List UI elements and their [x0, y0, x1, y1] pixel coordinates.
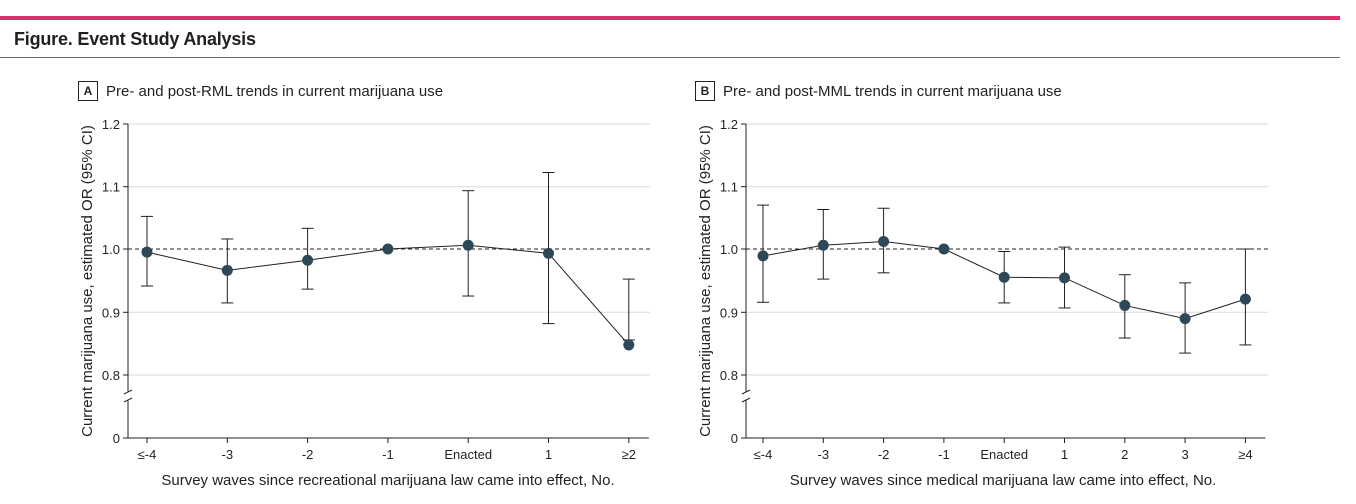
panel-b-axis-break-mark — [741, 397, 751, 403]
figure-title: Figure. Event Study Analysis — [14, 29, 256, 49]
panel-b-x-tick-label: ≤-4 — [754, 447, 773, 462]
panel-a-x-tick-label: 1 — [545, 447, 552, 462]
panel-a-y-tick-label: 0 — [113, 431, 120, 446]
panel-a-data-point — [462, 239, 474, 251]
panel-a-x-tick-label: -1 — [382, 447, 394, 462]
panel-a-data-point — [382, 243, 394, 255]
panel-a-data-point — [543, 247, 554, 259]
panel-b-x-tick-label: 2 — [1121, 447, 1128, 462]
panel-a-y-tick-label: 1.0 — [102, 242, 120, 257]
panel-b-y-tick-label: 1.2 — [720, 117, 738, 132]
panel-a-y-tick-label: 0.8 — [102, 368, 120, 383]
panel-b-data-point — [1119, 299, 1131, 311]
title-divider — [0, 57, 1340, 58]
panel-b-header: B Pre- and post-MML trends in current ma… — [695, 81, 1062, 101]
panel-a-y-axis-title: Current marijuana use, estimated OR (95%… — [79, 125, 96, 437]
panel-a-x-tick-label: ≤-4 — [138, 447, 157, 462]
panel-b-axis-break-mark — [741, 389, 751, 395]
panel-b-y-tick-label: 1.0 — [720, 242, 738, 257]
panel-a-data-point — [302, 254, 314, 266]
panel-b-data-point — [938, 243, 950, 255]
panel-a-header: A Pre- and post-RML trends in current ma… — [78, 81, 443, 101]
panel-b-x-tick-label: -3 — [818, 447, 830, 462]
panel-b-data-point — [1179, 313, 1191, 325]
panel-a-data-point — [623, 339, 635, 351]
panel-b-data-point — [1239, 293, 1251, 305]
panel-b-data-point — [757, 250, 769, 262]
panel-b-x-tick-label: 3 — [1181, 447, 1188, 462]
chart-panel-a: 1.2 1.1 1.0 0.9 0.8 0 ≤-4 -3 -2 -1 Enacted 1 ≥2 Surve… — [79, 117, 650, 489]
panel-b-data-point — [817, 239, 829, 251]
panel-a-x-tick-label: Enacted — [444, 447, 492, 462]
panel-a-y-tick-label: 1.2 — [102, 117, 120, 132]
panel-a-x-tick-label: -3 — [222, 447, 234, 462]
panel-a-subtitle: Pre- and post-RML trends in current mari… — [106, 82, 444, 100]
panel-b-y-tick-label: 0.8 — [720, 368, 738, 383]
panel-b-data-point — [878, 235, 890, 247]
panel-a-axis-break-mark — [123, 389, 133, 395]
panel-b-x-tick-label: ≥4 — [1238, 447, 1252, 462]
panel-b-x-tick-label: -2 — [878, 447, 890, 462]
accent-bar — [0, 16, 1340, 20]
panel-b-x-tick-label: 1 — [1061, 447, 1068, 462]
panel-a-axis-break-mark — [123, 397, 133, 403]
panel-a-data-point — [221, 264, 233, 276]
panel-b-y-axis-title: Current marijuana use, estimated OR (95%… — [697, 125, 714, 437]
panel-b-x-tick-label: -1 — [938, 447, 950, 462]
panel-b-y-tick-label: 0 — [731, 431, 738, 446]
panel-b-y-tick-label: 0.9 — [720, 305, 738, 320]
panel-a-x-tick-label: -2 — [302, 447, 314, 462]
panel-a-x-axis-title: Survey waves since recreational marijuan… — [161, 472, 614, 489]
panel-b-data-point — [1059, 272, 1070, 284]
panel-b-letter: B — [695, 81, 715, 101]
panel-a-x-tick-label: ≥2 — [622, 447, 636, 462]
panel-a-data-point — [141, 246, 153, 258]
panel-b-subtitle: Pre- and post-MML trends in current mari… — [723, 82, 1062, 100]
panel-b-data-point — [998, 271, 1010, 283]
panel-a-letter: A — [78, 81, 98, 101]
panel-a-y-tick-label: 1.1 — [102, 180, 120, 195]
panel-a-y-tick-label: 0.9 — [102, 305, 120, 320]
panel-b-x-axis-title: Survey waves since medical marijuana law… — [790, 472, 1217, 489]
panel-b-x-tick-label: Enacted — [980, 447, 1028, 462]
panel-b-y-tick-label: 1.1 — [720, 180, 738, 195]
